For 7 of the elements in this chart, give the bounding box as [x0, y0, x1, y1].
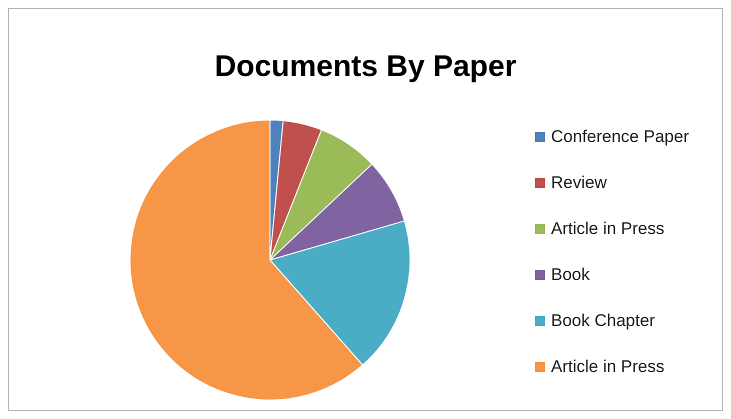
legend-label: Book — [551, 265, 590, 284]
legend-label: Article in Press — [551, 219, 664, 238]
legend-label: Article in Press — [551, 357, 664, 376]
legend-label: Book Chapter — [551, 311, 656, 330]
chart-title: Documents By Paper — [214, 50, 517, 83]
legend-label: Review — [551, 173, 608, 192]
legend-label: Conference Paper — [551, 127, 690, 146]
